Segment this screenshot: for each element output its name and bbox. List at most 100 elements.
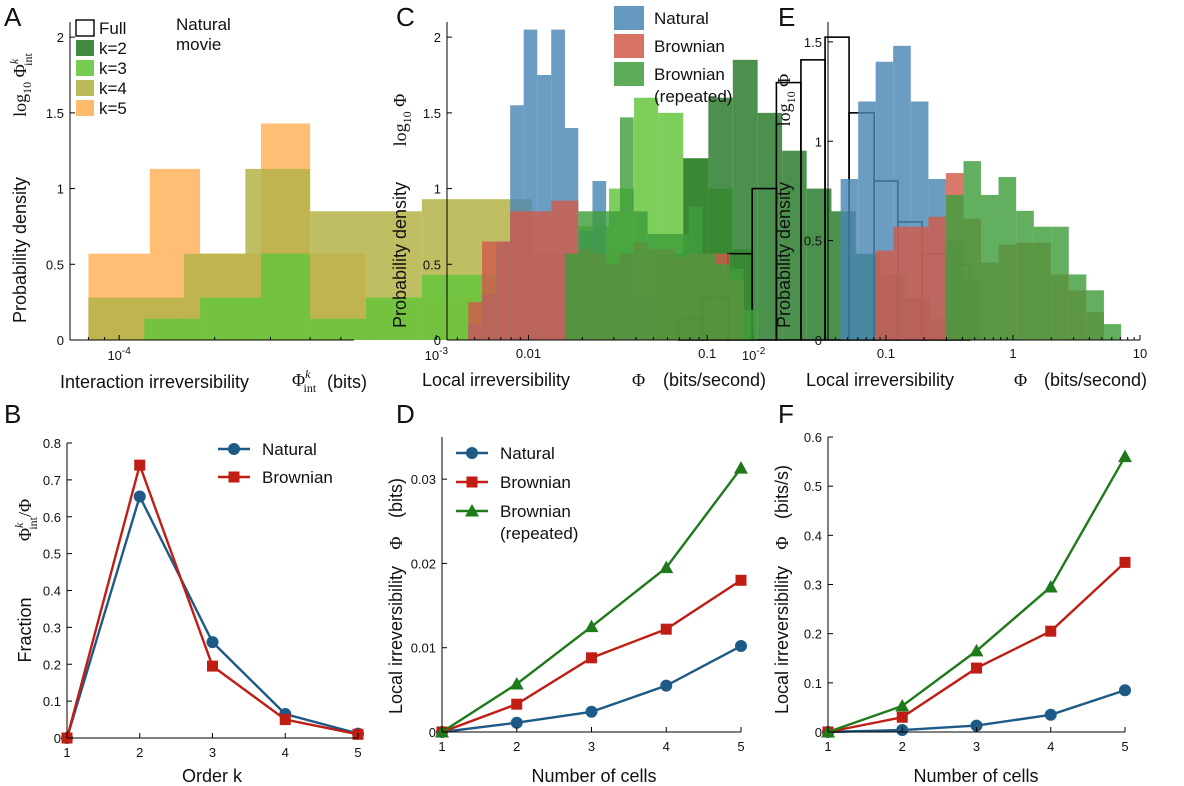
y-axis-label: Probability density — [774, 182, 794, 328]
data-point — [584, 619, 599, 633]
x-axis-label: Order k — [182, 766, 243, 786]
y-tick-label: 0.03 — [411, 472, 436, 487]
y-tick-label: 0.3 — [804, 578, 822, 593]
data-point — [895, 698, 910, 712]
y-tick-label: 0.01 — [411, 641, 436, 656]
data-point — [133, 490, 146, 503]
legend-label-line: Brownian — [500, 502, 571, 521]
x-tick-label: 10-3 — [425, 346, 449, 363]
x-tick-label: 0.01 — [516, 346, 541, 361]
legend-swatch — [76, 60, 94, 76]
data-point — [510, 716, 523, 729]
bar — [310, 211, 366, 340]
data-point — [509, 676, 524, 690]
x-tick-base: 10 — [425, 348, 439, 363]
bar — [144, 318, 201, 340]
legend-swatch — [76, 40, 94, 56]
x-tick-label: 3 — [209, 745, 216, 760]
legend-label: Natural — [654, 9, 709, 28]
data-point — [1044, 708, 1057, 721]
x-tick-exponent: -3 — [439, 346, 448, 357]
x-tick-label: 1 — [824, 739, 831, 754]
series-line — [65, 461, 359, 739]
y-tick-label: 0.5 — [804, 479, 822, 494]
bar — [482, 241, 497, 340]
phi-symbol: Φ — [1014, 370, 1027, 390]
panel-letter: A — [4, 2, 22, 32]
bar — [782, 150, 807, 340]
legend-swatch-marker — [228, 471, 240, 483]
annotation-line: movie — [176, 35, 221, 54]
y-axis-log-label: log10 Φkint — [7, 52, 35, 116]
bar — [1103, 324, 1122, 340]
x-tick-label: 4 — [282, 745, 289, 760]
y-tick-label: 0.4 — [43, 584, 61, 599]
bar — [910, 226, 929, 340]
legend-swatch — [614, 62, 644, 86]
bar — [592, 211, 607, 340]
x-tick-label: 10-2 — [742, 346, 766, 363]
legend-swatch-marker — [466, 476, 478, 488]
phi-symbol: Φ — [292, 370, 305, 390]
panel-letter: C — [396, 2, 415, 32]
log-text: log — [390, 123, 410, 146]
bar — [619, 117, 634, 341]
y-tick-label: 0 — [57, 333, 64, 348]
y-tick-label: 1.5 — [46, 106, 64, 121]
x-axis-phi: Φk int — [292, 367, 317, 395]
bar — [840, 179, 859, 340]
y-axis-phi-ratio: Φkint/Φ — [12, 499, 40, 541]
x-tick-label: 1 — [1009, 346, 1016, 361]
legend-swatch — [76, 80, 94, 96]
data-point — [970, 719, 983, 732]
bar — [893, 226, 911, 340]
x-tick-label: 4 — [663, 739, 670, 754]
bar — [496, 241, 511, 340]
bar — [980, 194, 999, 340]
x-tick-label: 5 — [354, 745, 361, 760]
legend-label-line: (repeated) — [500, 524, 578, 543]
annotation-natural-movie: Natural movie — [176, 15, 231, 54]
bar — [537, 211, 552, 340]
data-point — [969, 643, 984, 657]
y-tick-label: 0.5 — [423, 257, 441, 272]
phi-symbol: Φ — [772, 536, 792, 549]
log-base: 10 — [400, 111, 414, 123]
bar — [578, 211, 593, 340]
bar — [510, 211, 524, 340]
y-axis-label: Local irreversibility — [386, 566, 406, 714]
x-tick-base: 10 — [742, 348, 756, 363]
x-axis-label: Number of cells — [531, 766, 656, 786]
phi-subscript: int — [26, 516, 40, 529]
y-tick-label: 1 — [434, 182, 441, 197]
y-tick-label: 2 — [434, 30, 441, 45]
bar — [551, 200, 565, 340]
y-tick-label: 0 — [54, 731, 61, 746]
panel-b: B 0 0.1 0.2 0.3 0.4 0.5 0.6 0.7 0.8 1 2 3 4 5 Natural Br… — [4, 399, 364, 786]
y-tick-label: 0.02 — [411, 556, 436, 571]
y-tick-label: 0.3 — [43, 620, 61, 635]
x-tick-label: 5 — [737, 739, 744, 754]
y-tick-label: 0.4 — [804, 528, 822, 543]
phi-subscript: int — [21, 52, 35, 65]
y-axis-phi: Φ — [772, 536, 792, 549]
y-tick-label: 1 — [815, 134, 822, 149]
legend-label: Full — [99, 19, 126, 38]
legend-label: Brownian (repeated) — [654, 65, 732, 106]
legend-label-line: Brownian — [654, 65, 725, 84]
x-tick-label: 4 — [1047, 739, 1054, 754]
data-point — [586, 652, 597, 664]
x-axis-label: Interaction irreversibility — [60, 372, 249, 392]
y-axis-label: Probability density — [10, 177, 30, 323]
bar — [963, 161, 981, 340]
legend-label: k=5 — [99, 99, 127, 118]
panel-d: D00.010.020.031 2 3 4 5NaturalBrownianBrowni… — [386, 399, 748, 786]
bar — [200, 297, 261, 340]
bar — [564, 253, 579, 340]
phi-symbol: Φ — [774, 74, 794, 92]
y-tick-label: 1.5 — [804, 35, 822, 50]
x-tick-label: 2 — [136, 745, 143, 760]
phi-ratio: /Φ — [15, 499, 35, 517]
data-point — [134, 459, 146, 471]
